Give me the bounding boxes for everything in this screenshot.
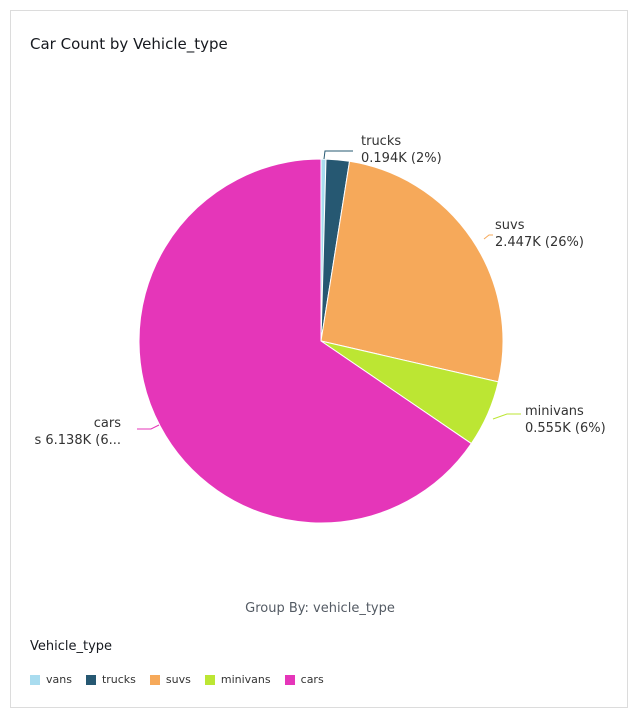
leader-line-minivans	[492, 413, 521, 420]
pie-chart: trucks 0.194K (2%) suvs 2.447K (26%) minivan…	[34, 134, 606, 524]
slice-label-name-cars: cars	[94, 416, 121, 431]
slice-label-name-trucks: trucks	[361, 134, 401, 149]
legend-swatch-cars	[284, 674, 295, 685]
legend-swatch-suvs	[149, 674, 160, 685]
legend-swatch-minivans	[204, 674, 215, 685]
legend-item-cars[interactable]: cars	[284, 673, 324, 686]
pie-slice-cars[interactable]	[138, 158, 473, 524]
group-by-label: Group By: vehicle_type	[245, 601, 395, 616]
slice-label-value-trucks: 0.194K (2%)	[361, 151, 442, 166]
legend: vans trucks suvs minivans cars	[30, 673, 338, 686]
slice-label-name-suvs: suvs	[495, 218, 525, 233]
legend-item-minivans[interactable]: minivans	[204, 673, 271, 686]
legend-title: Vehicle_type	[30, 639, 113, 654]
legend-label-cars: cars	[300, 673, 324, 686]
leader-line-suvs	[483, 234, 493, 240]
legend-label-trucks: trucks	[101, 673, 136, 686]
leader-line-trucks	[323, 150, 353, 160]
chart-title: Car Count by Vehicle_type	[30, 35, 228, 53]
legend-item-vans[interactable]: vans	[30, 673, 72, 686]
legend-item-suvs[interactable]: suvs	[149, 673, 191, 686]
legend-label-minivans: minivans	[220, 673, 271, 686]
legend-label-suvs: suvs	[165, 673, 191, 686]
chart-card: Car Count by Vehicle_type trucks 0.194K (…	[10, 10, 628, 708]
slice-label-value-minivans: 0.555K (6%)	[525, 421, 606, 436]
legend-swatch-trucks	[85, 674, 96, 685]
pie-slice-suvs[interactable]	[320, 160, 504, 383]
legend-label-vans: vans	[46, 673, 72, 686]
slice-label-value-cars: s 6.138K (6...	[34, 433, 121, 448]
slice-label-value-suvs: 2.447K (26%)	[495, 235, 584, 250]
legend-swatch-vans	[30, 674, 40, 685]
leader-line-cars	[137, 424, 160, 430]
legend-item-trucks[interactable]: trucks	[85, 673, 136, 686]
slice-label-name-minivans: minivans	[525, 404, 584, 419]
